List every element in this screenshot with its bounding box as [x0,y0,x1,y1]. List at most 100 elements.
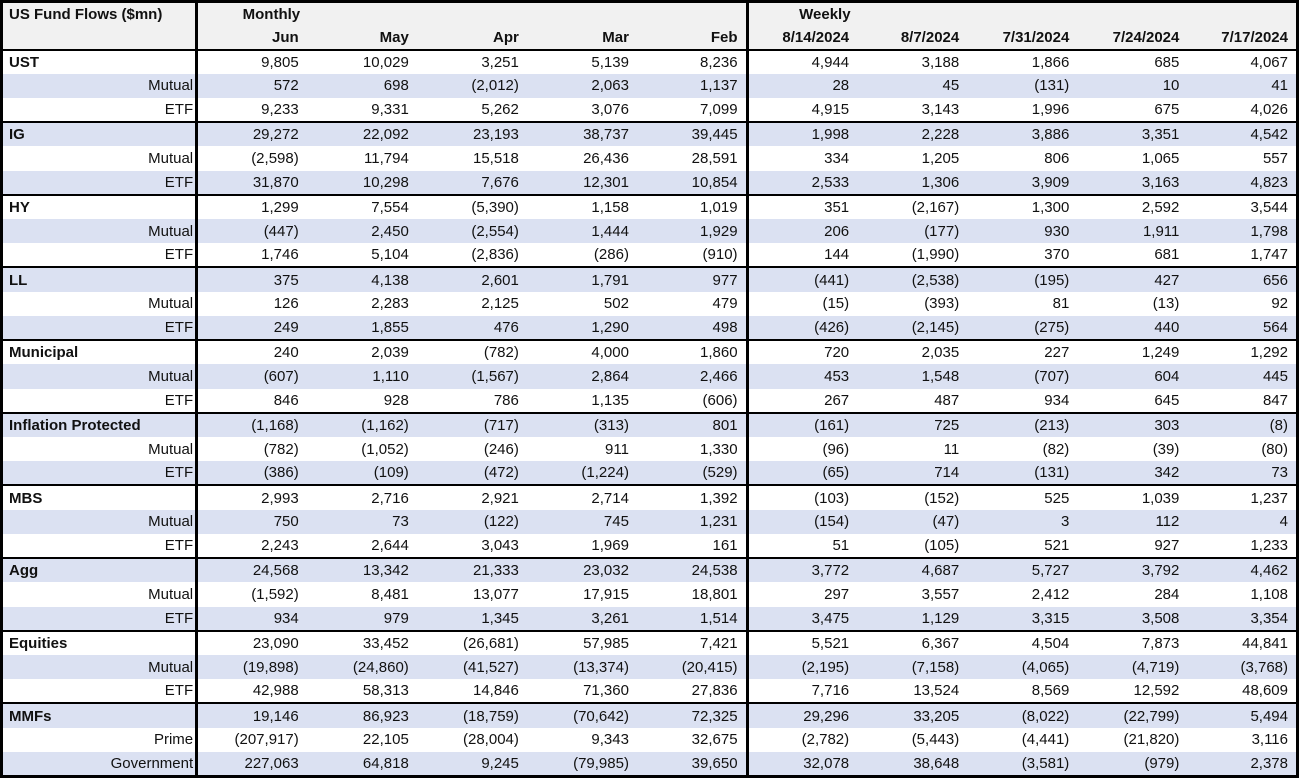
col-header-week-1: 8/14/2024 [745,27,858,51]
cell: 3,315 [967,606,1078,631]
cell: 3,886 [967,121,1078,147]
table-row: HY 1,299 7,554 (5,390) 1,158 1,019 351 (… [1,193,1298,220]
cell: 930 [967,219,1078,244]
cell: 126 [195,291,307,316]
cell: 13,342 [306,557,417,583]
cell: 8,569 [1031,682,1070,700]
table-row: IG 29,272 22,092 23,193 38,737 39,445 1,… [1,121,1298,147]
table-row: Equities 23,090 33,452 (26,681) 57,985 7… [1,629,1298,655]
cell: 720 [745,339,858,365]
cell: (18,759) [416,702,527,728]
cell: 1,866 [967,48,1078,74]
cell: 267 [745,388,858,413]
cell: (5,390) [416,193,527,220]
cell: 1,791 [526,266,637,292]
row-label: Mutual [1,219,197,244]
cell: 23,032 [526,557,637,583]
cell: (782) [416,339,527,365]
row-label: Inflation Protected [1,411,197,437]
cell: (3,581) [967,751,1078,777]
row-label: UST [1,48,197,74]
cell: 977 [636,266,748,292]
row-label: Prime [153,731,194,749]
cell: (20,415) [636,654,748,680]
cell: 2,283 [371,295,409,313]
table-row: ETF 31,870 10,298 7,676 12,301 10,854 2,… [1,170,1298,195]
table-row: ETF (386) (109) (472) (1,224) (529) (65)… [1,461,1298,486]
cell: 681 [1154,246,1180,264]
table-row: ETF 2,243 2,644 3,043 1,969 161 51 (105)… [2,533,1298,559]
cell: (80) [1261,440,1288,458]
cell: 1,855 [306,315,417,341]
col-header-may: May [306,27,417,51]
cell: 1,514 [636,606,748,631]
cell: 1,969 [591,536,629,554]
cell: (213) [967,411,1078,437]
cell: 2,592 [1077,193,1188,220]
row-label: LL [1,266,197,292]
row-label: Mutual [1,73,197,98]
cell: 3,909 [967,170,1078,195]
cell: 4,687 [857,557,968,583]
cell: 3,475 [745,606,858,631]
cell: 2,378 [1187,751,1298,777]
cell: 1,292 [1187,339,1298,365]
cell: 73 [1187,461,1298,486]
cell: 2,412 [1031,585,1070,603]
cell: 33,205 [857,702,968,728]
cell: 4,915 [745,97,858,123]
row-label: ETF [1,606,197,631]
cell: 2,864 [526,364,637,389]
cell: 698 [306,73,417,98]
cell: (1,168) [195,411,307,437]
cell: 3,772 [745,557,858,583]
cell: 2,716 [306,484,417,510]
cell: 4,067 [1187,48,1298,74]
cell: 1,300 [967,193,1078,220]
cell: 557 [1262,149,1288,167]
cell: 370 [1044,246,1070,264]
cell: (154) [745,509,858,534]
cell: 5,104 [371,246,409,264]
cell: 29,272 [195,121,307,147]
cell: (22,799) [1077,702,1188,728]
cell: 1,345 [416,606,527,631]
table-row: Mutual 750 73 (122) 745 1,231 (154) (47)… [1,509,1298,534]
cell: (4,719) [1077,654,1188,680]
cell: (313) [526,411,637,437]
cell: 1,065 [1141,149,1180,167]
cell: (26,681) [416,629,527,655]
cell: 1,911 [1077,219,1188,244]
cell: 2,644 [371,536,409,554]
row-label: Mutual [148,149,194,167]
cell: 334 [745,146,858,171]
cell: (70,642) [526,702,637,728]
row-label: ETF [164,682,194,700]
row-label: ETF [164,391,194,409]
cell: 927 [1154,536,1180,554]
table-row: ETF 9,233 9,331 5,262 3,076 7,099 4,915 … [2,97,1298,123]
cell: 3,351 [1077,121,1188,147]
cell: (2,554) [416,219,527,244]
cell: 23,193 [416,121,527,147]
cell: (8,022) [967,702,1078,728]
cell: 934 [195,606,307,631]
row-label: IG [1,121,197,147]
cell: 303 [1077,411,1188,437]
cell: 26,436 [583,149,629,167]
cell: 745 [526,509,637,534]
cell: (2,195) [745,654,858,680]
cell: 572 [195,73,307,98]
cell: 9,343 [591,731,629,749]
table-row: Mutual (1,592) 8,481 13,077 17,915 18,80… [2,582,1298,607]
cell: 10,029 [306,48,417,74]
cell: 9,331 [371,101,409,119]
cell: 806 [1044,149,1070,167]
cell: (910) [702,246,738,264]
cell: 934 [1044,391,1070,409]
cell: (607) [195,364,307,389]
cell: 8,236 [636,48,748,74]
cell: 801 [636,411,748,437]
table-row: Government 227,063 64,818 9,245 (79,985)… [1,751,1298,777]
cell: 525 [967,484,1078,510]
